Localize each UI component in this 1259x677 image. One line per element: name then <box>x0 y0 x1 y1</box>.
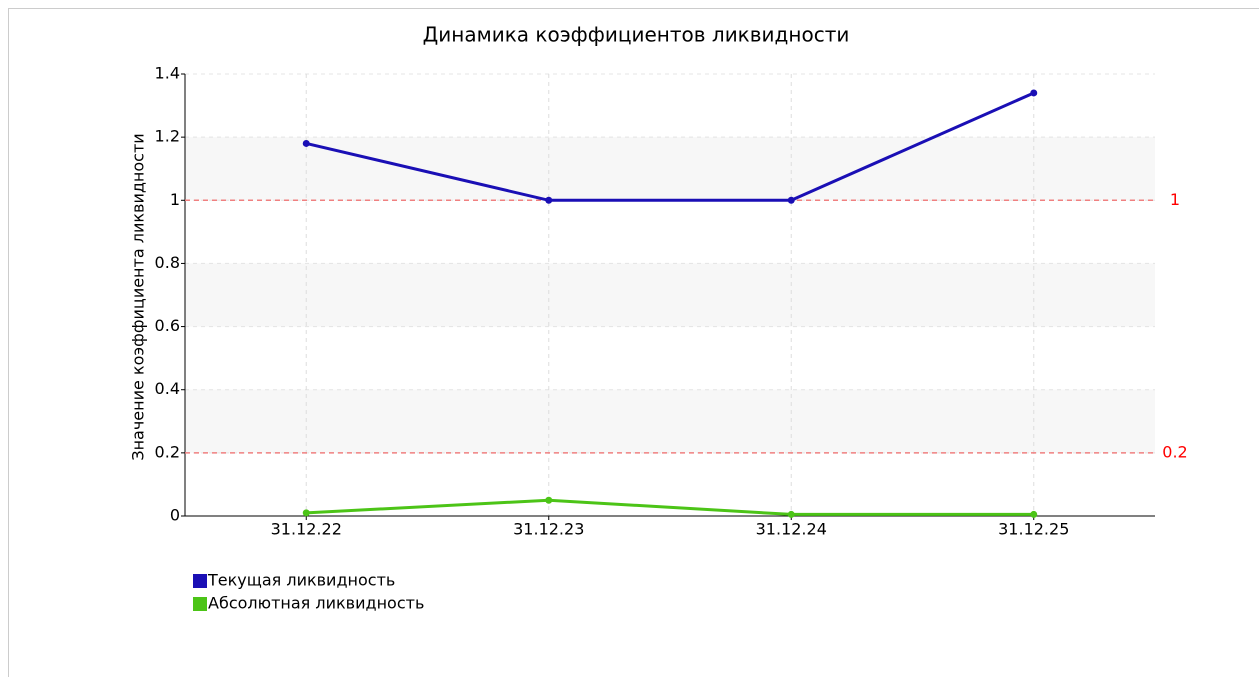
plot-band <box>185 263 1155 327</box>
legend-swatch <box>193 597 207 611</box>
legend-swatch <box>193 574 207 588</box>
y-tick-label: 1.2 <box>155 127 180 146</box>
point <box>302 509 310 517</box>
point <box>545 196 553 204</box>
y-tick-label: 0.8 <box>155 253 180 272</box>
point <box>1030 510 1038 518</box>
point <box>1030 89 1038 97</box>
y-tick-label: 0.6 <box>155 316 180 335</box>
series-line <box>305 91 1035 202</box>
y-tick-label: 0 <box>170 506 180 525</box>
y-tick-label: 1.4 <box>155 64 180 83</box>
point <box>545 496 553 504</box>
plot-band <box>185 389 1155 453</box>
legend-label: Текущая ликвидность <box>207 571 395 590</box>
y-tick-label: 1 <box>170 190 180 209</box>
reference-label: 0.2 <box>1162 442 1187 461</box>
point <box>787 196 795 204</box>
reference-label: 1 <box>1170 190 1180 209</box>
plot-band <box>185 137 1155 201</box>
x-tick-label: 31.12.22 <box>271 520 342 539</box>
chart-title: Динамика коэффициентов ликвидности <box>423 23 850 47</box>
y-tick-label: 0.2 <box>155 442 180 461</box>
legend-label: Абсолютная ликвидность <box>208 594 424 613</box>
series-line <box>306 498 1034 516</box>
frame <box>8 8 1259 677</box>
x-tick-label: 31.12.23 <box>513 520 584 539</box>
y-axis-label: Значение коэффициента ликвидности <box>129 133 148 460</box>
y-tick-label: 0.4 <box>155 379 180 398</box>
x-tick-label: 31.12.25 <box>998 520 1069 539</box>
point <box>787 510 795 518</box>
x-tick-label: 31.12.24 <box>756 520 827 539</box>
point <box>302 139 310 147</box>
